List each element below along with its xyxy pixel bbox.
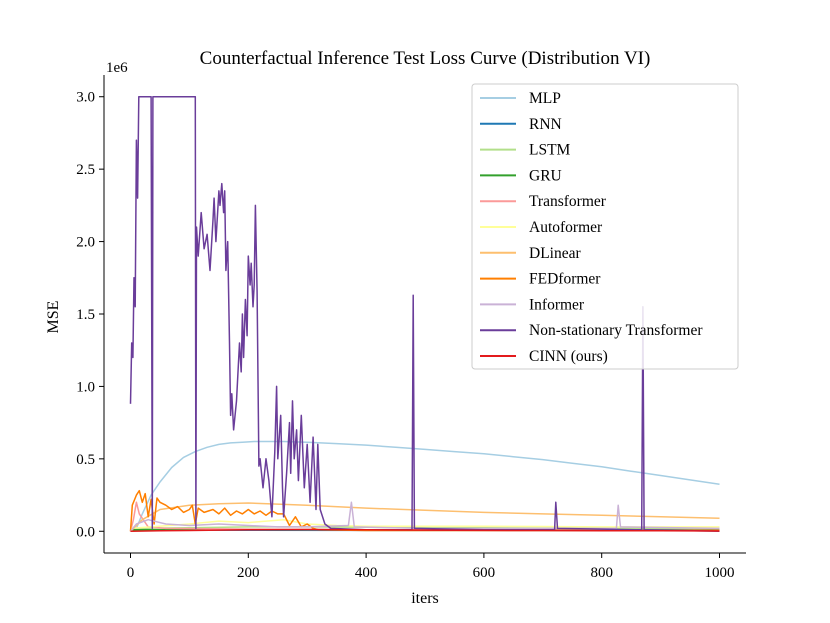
legend: MLP RNN LSTM GRU Transformer Autoformer DLinea… [471, 83, 739, 370]
series-line-fedformer [129, 489, 720, 532]
y-scale-label: 1e6 [106, 60, 128, 76]
series-line-mlp [130, 440, 720, 532]
y-tick-label: 2.5 [76, 162, 95, 178]
legend-label-mlp: MLP [529, 90, 561, 107]
y-tick-label: 1.0 [76, 379, 95, 395]
chart-title: Counterfactual Inference Test Loss Curve… [200, 48, 651, 69]
y-ticks: 0.0 0.5 1.0 1.5 2.0 2.5 3.0 [76, 90, 104, 540]
x-ticks: 0 200 400 600 800 1000 [127, 553, 734, 581]
y-tick-label: 0.5 [76, 452, 95, 468]
x-axis-label: iters [411, 590, 439, 607]
legend-label-fedformer: FEDformer [529, 271, 601, 288]
y-tick-label: 0.0 [76, 524, 95, 540]
legend-label-autoformer: Autoformer [529, 219, 603, 236]
y-axis-label: MSE [45, 301, 62, 334]
legend-box [471, 83, 739, 370]
x-tick-label: 0 [127, 565, 135, 581]
legend-label-rnn: RNN [529, 116, 562, 133]
legend-label-gru: GRU [529, 167, 562, 184]
series-line-autoformer [130, 518, 720, 530]
series-line-cinn-ours [130, 528, 720, 533]
legend-label-cinn-ours: CINN (ours) [529, 348, 608, 365]
plot-lines [129, 95, 720, 533]
legend-label-informer: Informer [529, 296, 585, 313]
series-line-non-stationary-transformer [129, 95, 720, 533]
x-tick-label: 400 [355, 565, 378, 581]
y-tick-label: 2.0 [76, 235, 95, 251]
series-line-dlinear [129, 502, 720, 532]
legend-label-non-stationary-transformer: Non-stationary Transformer [529, 322, 703, 339]
legend-label-transformer: Transformer [529, 193, 607, 210]
x-tick-label: 1000 [704, 565, 734, 581]
legend-label-dlinear: DLinear [529, 245, 581, 262]
legend-label-lstm: LSTM [529, 142, 571, 159]
y-tick-label: 3.0 [76, 90, 95, 106]
x-tick-label: 600 [473, 565, 496, 581]
x-tick-label: 800 [590, 565, 613, 581]
y-tick-label: 1.5 [76, 307, 95, 323]
x-tick-label: 200 [237, 565, 260, 581]
